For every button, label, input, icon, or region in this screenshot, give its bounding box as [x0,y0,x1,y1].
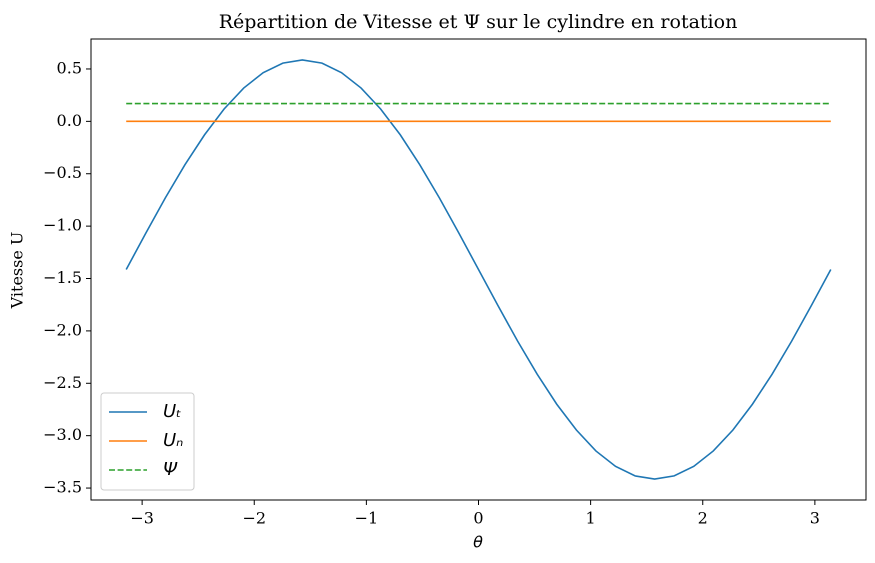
x-tick-label: −2 [242,509,266,528]
legend: Uₜ Uₙ Ψ [100,392,195,491]
x-axis-label: θ [473,533,483,552]
legend-label: Ψ [163,459,178,480]
y-tick-label: −1.0 [43,216,82,235]
plot-frame [90,38,867,501]
x-tick-label: −3 [130,509,154,528]
chart-title: Répartition de Vitesse et Ψ sur le cylin… [219,11,738,33]
legend-label: Uₙ [163,430,183,451]
x-tick-label: 0 [473,509,483,528]
y-tick-label: 0.5 [57,58,82,77]
y-tick-label: −1.5 [43,268,82,287]
y-tick-label: −0.5 [43,163,82,182]
x-tick-label: 1 [586,509,596,528]
x-tick-label: 3 [810,509,820,528]
y-tick-label: −3.0 [43,425,82,444]
y-tick-label: 0.0 [57,111,82,130]
legend-label: Uₜ [163,401,181,422]
series-line [125,59,832,480]
y-axis-label: Vitesse U [8,232,27,310]
y-tick-label: −3.5 [43,478,82,497]
legend-box [100,392,195,491]
x-tick-label: −1 [355,509,379,528]
y-tick-label: −2.5 [43,373,82,392]
x-tick-label: 2 [698,509,708,528]
y-tick-label: −2.0 [43,320,82,339]
